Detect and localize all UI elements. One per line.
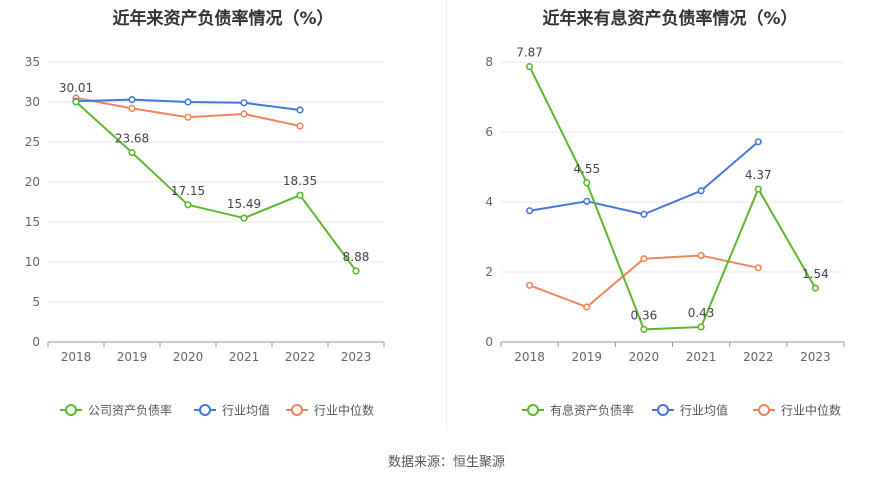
data-point (240, 214, 248, 222)
y-tick-label: 2 (485, 265, 493, 279)
data-point (583, 197, 591, 205)
data-point (754, 264, 762, 272)
data-label: 7.87 (516, 46, 543, 60)
data-point (128, 148, 136, 157)
data-point (583, 179, 591, 187)
x-tick-label: 2022 (285, 350, 316, 364)
data-label: 23.68 (115, 132, 149, 146)
x-tick-label: 2023 (800, 350, 831, 364)
data-point (184, 201, 192, 209)
series-line (528, 66, 817, 331)
data-point (128, 95, 136, 104)
data-point (240, 99, 248, 107)
data-point (697, 187, 705, 195)
chart-debt-ratio: 0 5 10 15 20 25 30 35 2018 2019 2020 2021 2022 2023 30… (25, 55, 385, 418)
legend-item: 公司资产负债率 (60, 403, 172, 418)
x-tick-label: 2020 (629, 350, 660, 364)
y-tick-label: 0 (485, 335, 493, 349)
data-label: 17.15 (171, 184, 205, 198)
y-tick-label: 10 (25, 255, 40, 269)
y-tick-label: 15 (25, 215, 40, 229)
legend-swatch-marker (527, 404, 539, 416)
y-tick-label: 25 (25, 135, 40, 149)
data-point (296, 191, 304, 199)
data-label: 1.54 (802, 267, 829, 281)
chart-title: 近年来资产负债率情况（%） (112, 9, 334, 29)
y-tick-label: 30 (25, 95, 40, 109)
data-point (184, 98, 192, 106)
legend-swatch-marker (657, 404, 669, 416)
legend-label: 行业均值 (222, 403, 270, 418)
data-point (640, 255, 648, 263)
data-point (352, 267, 360, 275)
legend-label: 行业均值 (680, 403, 728, 418)
x-tick-label: 2020 (173, 350, 204, 364)
data-label: 18.35 (283, 174, 317, 188)
y-tick-label: 8 (485, 55, 493, 69)
x-tick-label: 2021 (229, 350, 260, 364)
x-tick-label: 2023 (341, 350, 372, 364)
legend-label: 公司资产负债率 (88, 403, 172, 418)
data-point (697, 251, 705, 260)
series-line (529, 141, 759, 216)
data-point (697, 323, 705, 331)
data-label: 4.55 (573, 162, 600, 176)
data-point (525, 207, 534, 215)
y-tick-label: 0 (32, 335, 40, 349)
legend-item: 行业中位数 (286, 403, 374, 418)
y-tick-label: 6 (485, 125, 493, 139)
legend-swatch-marker (291, 404, 303, 416)
data-point (296, 122, 304, 130)
legend-swatch-marker (199, 404, 211, 416)
x-tick-label: 2019 (117, 350, 148, 364)
x-tick-label: 2018 (61, 350, 92, 364)
y-tick-label: 5 (32, 295, 40, 309)
data-label: 0.43 (688, 306, 715, 320)
chart-title: 近年来有息资产负债率情况（%） (542, 9, 798, 29)
data-point (184, 113, 192, 121)
chart-interest-bearing-debt-ratio: 0 2 4 6 8 2018 2019 2020 2021 2022 2023 7.87 4.55 0.3… (485, 46, 845, 418)
chart-panel-debt-ratio: 近年来资产负债率情况（%） 0 5 10 15 20 25 30 35 2018 2019 2020… (0, 0, 446, 430)
data-point (811, 284, 820, 292)
data-point (240, 110, 248, 118)
legend-label: 行业中位数 (314, 403, 374, 418)
data-point (640, 325, 648, 334)
y-tick-label: 4 (485, 195, 493, 209)
data-point (296, 106, 304, 114)
legend-swatch-marker (65, 404, 77, 416)
legend-swatch-marker (758, 404, 770, 416)
y-tick-label: 20 (25, 175, 40, 189)
data-point (525, 62, 534, 71)
x-tick-label: 2022 (743, 350, 774, 364)
series-line (529, 254, 759, 308)
data-point (583, 303, 591, 311)
data-point (640, 210, 648, 218)
data-label: 30.01 (59, 81, 93, 95)
legend-label: 有息资产负债率 (550, 403, 634, 418)
x-tick-label: 2021 (686, 350, 717, 364)
data-point (754, 185, 762, 193)
series-line (75, 101, 357, 272)
legend-item: 行业中位数 (753, 403, 841, 418)
x-tick-label: 2018 (514, 350, 545, 364)
legend-label: 行业中位数 (781, 403, 841, 418)
data-label: 0.36 (631, 308, 658, 322)
data-source-note: 数据来源：恒生聚源 (387, 455, 505, 470)
x-tick-label: 2019 (571, 350, 602, 364)
chart-panel-interest-bearing-debt-ratio: 近年来有息资产负债率情况（%） 0 2 4 6 8 2018 2019 2020 2021 202… (447, 0, 893, 430)
data-label: 8.88 (343, 250, 370, 264)
legend-item: 行业均值 (194, 403, 270, 418)
data-label: 4.37 (745, 168, 772, 182)
data-point (525, 281, 534, 289)
data-point (72, 98, 80, 106)
data-label: 15.49 (227, 197, 261, 211)
y-tick-label: 35 (25, 55, 40, 69)
panel-divider (446, 0, 447, 430)
data-point (754, 138, 762, 146)
legend-item: 有息资产负债率 (522, 403, 634, 418)
data-point (128, 104, 136, 112)
legend-item: 行业均值 (652, 403, 728, 418)
